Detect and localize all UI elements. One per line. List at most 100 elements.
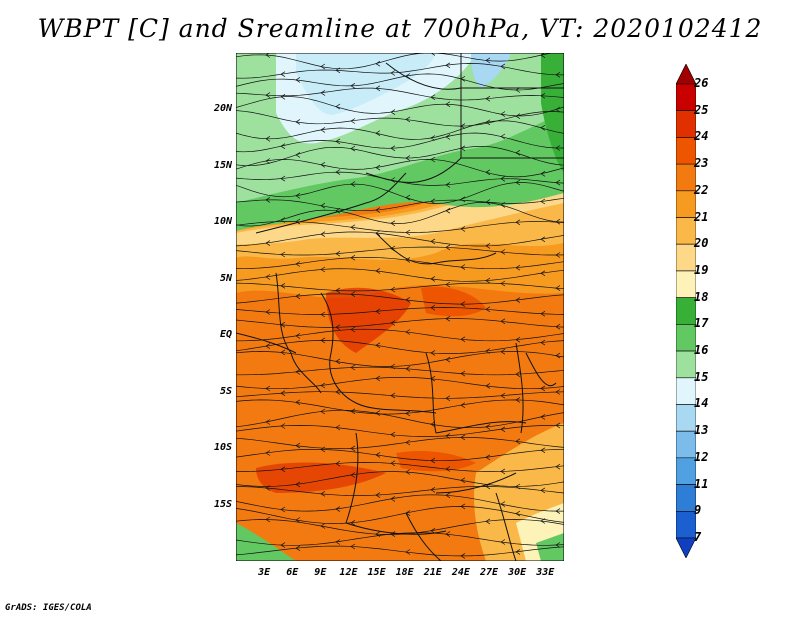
streamline-arrow	[295, 152, 301, 158]
streamline-arrow	[295, 218, 301, 225]
grads-credit: GrADS: IGES/COLA	[5, 603, 92, 613]
streamline-arrow	[460, 477, 466, 484]
streamline-arrow	[265, 92, 271, 98]
streamline-arrow	[320, 523, 326, 529]
lat-tick-label: 5S	[219, 385, 232, 397]
streamline-arrow	[515, 179, 521, 186]
streamline-arrow	[265, 485, 271, 491]
streamline-arrow	[515, 336, 521, 343]
streamline-arrow	[350, 145, 356, 152]
streamline-arrow	[350, 224, 356, 231]
streamline-arrow	[430, 528, 436, 534]
streamlines	[236, 53, 564, 559]
streamline-arrow	[540, 385, 546, 392]
streamline-arrow	[320, 162, 326, 168]
streamline-arrow	[295, 517, 301, 523]
streamline-arrow	[320, 446, 326, 453]
colorbar-segment	[676, 270, 696, 298]
streamline	[236, 328, 564, 342]
streamline-arrow	[320, 90, 326, 96]
streamline	[236, 366, 564, 376]
streamline-arrow	[280, 251, 286, 258]
streamline	[236, 399, 564, 415]
streamline-arrow	[350, 326, 356, 333]
streamline-arrow	[515, 510, 521, 517]
streamline-arrow	[460, 553, 466, 559]
streamline-arrow	[430, 304, 436, 311]
streamline-arrow	[335, 250, 341, 257]
lat-tick-label: 20N	[213, 103, 232, 115]
streamline	[236, 318, 564, 328]
streamline	[236, 425, 564, 437]
streamline-arrow	[280, 143, 286, 149]
streamline	[236, 231, 564, 247]
colorbar-label: 12	[694, 449, 709, 464]
colorbar-label: 25	[694, 102, 709, 117]
streamline-arrow	[540, 125, 546, 131]
streamline-arrow	[485, 95, 491, 102]
streamline-arrow	[540, 171, 546, 177]
streamline-arrow	[265, 343, 271, 349]
streamline-arrow	[460, 264, 466, 270]
lat-tick-label: 10S	[213, 442, 232, 454]
streamline-arrow	[460, 434, 466, 441]
lon-tick-label: 30E	[508, 567, 527, 578]
colorbar-label: 7	[694, 530, 702, 544]
streamline-arrow	[350, 254, 356, 261]
streamline-arrow	[555, 422, 561, 429]
streamline	[236, 486, 564, 496]
streamline-arrow	[500, 318, 506, 325]
streamline-arrow	[540, 447, 546, 454]
colorbar-segment	[676, 137, 696, 165]
streamline-arrow	[460, 402, 466, 408]
streamline-arrow	[295, 369, 301, 375]
colorbar-label: 15	[694, 369, 709, 384]
streamline-arrow	[555, 389, 561, 395]
colorbar-label: 18	[694, 289, 709, 304]
streamline-arrow	[390, 220, 396, 227]
streamline-arrow	[445, 466, 451, 472]
streamline-arrow	[280, 542, 286, 548]
streamline-arrow	[295, 77, 301, 83]
streamline-arrow	[320, 266, 326, 273]
streamline-arrow	[335, 389, 341, 395]
streamline-arrow	[280, 94, 286, 100]
colorbar-segment	[676, 297, 696, 325]
streamline	[236, 268, 564, 282]
streamline-arrow	[390, 431, 396, 438]
streamline-arrow	[405, 410, 411, 417]
streamline-arrow	[555, 352, 561, 359]
streamline-arrow	[540, 518, 546, 524]
streamline	[236, 159, 564, 178]
streamline-arrow	[485, 454, 491, 461]
streamline-arrow	[540, 414, 546, 420]
streamline-arrow	[515, 297, 521, 303]
streamline-arrow	[295, 399, 301, 406]
streamline-arrow	[515, 371, 521, 377]
streamline-arrow	[375, 164, 381, 171]
colorbar-segment	[676, 404, 696, 432]
streamline-arrow	[555, 323, 561, 330]
streamline	[236, 437, 564, 449]
lat-tick-label: 10N	[213, 216, 232, 228]
streamline	[236, 246, 564, 256]
streamline	[236, 197, 564, 212]
colorbar-segment	[676, 324, 696, 352]
lon-tick-label: 24E	[451, 567, 470, 578]
streamline-arrow	[540, 93, 546, 99]
streamline-arrow	[375, 130, 381, 136]
streamline-arrow	[280, 283, 286, 289]
colorbar-segment	[676, 64, 696, 85]
streamline-arrow	[405, 469, 411, 475]
streamline-arrow	[320, 231, 326, 237]
colorbar-segment	[676, 163, 696, 192]
streamline-arrow	[445, 395, 451, 402]
streamline-arrow	[555, 145, 561, 151]
colorbar-label: 23	[694, 156, 709, 171]
streamline-arrow	[295, 545, 301, 551]
lat-tick-label: EQ	[219, 329, 232, 341]
streamline-arrow	[555, 179, 561, 186]
streamline-arrow	[540, 270, 546, 277]
streamline-arrow	[320, 337, 326, 344]
streamline-arrow	[485, 199, 491, 205]
